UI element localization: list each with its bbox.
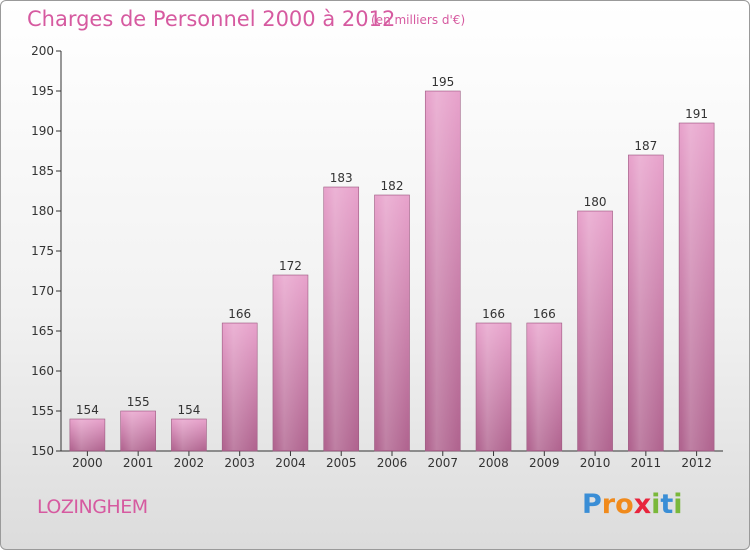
bar-shine-2008	[478, 324, 510, 450]
x-tick-label-2003: 2003	[224, 456, 255, 470]
bar-shine-2002	[173, 420, 205, 450]
y-tick-label: 165	[31, 324, 54, 338]
y-tick-label: 190	[31, 124, 54, 138]
x-tick-label-2010: 2010	[580, 456, 611, 470]
x-tick-label-2001: 2001	[123, 456, 154, 470]
value-label-2000: 154	[76, 403, 99, 417]
value-label-2010: 180	[584, 195, 607, 209]
x-tick-label-2008: 2008	[478, 456, 509, 470]
x-tick-label-2004: 2004	[275, 456, 306, 470]
x-tick-label-2005: 2005	[326, 456, 357, 470]
x-tick-label-2000: 2000	[72, 456, 103, 470]
bar-shine-2012	[681, 124, 713, 450]
value-label-2008: 166	[482, 307, 505, 321]
logo-letter: o	[615, 489, 634, 520]
value-label-2003: 166	[228, 307, 251, 321]
y-tick-label: 150	[31, 444, 54, 458]
bar-shine-2009	[528, 324, 560, 450]
x-tick-label-2012: 2012	[681, 456, 712, 470]
chart-subtitle: (en milliers d'€)	[371, 13, 466, 27]
y-tick-label: 170	[31, 284, 54, 298]
logo-letter: P	[582, 489, 602, 520]
logo-letter: t	[660, 489, 674, 520]
bar-shine-2001	[122, 412, 154, 450]
value-label-2009: 166	[533, 307, 556, 321]
y-tick-label: 195	[31, 84, 54, 98]
y-tick-label: 200	[31, 44, 54, 58]
y-tick-label: 180	[31, 204, 54, 218]
logo-letter: r	[601, 489, 616, 520]
bar-shine-2003	[224, 324, 256, 450]
bar-shine-2010	[579, 212, 611, 450]
value-label-2011: 187	[634, 139, 657, 153]
y-tick-label: 155	[31, 404, 54, 418]
x-tick-label-2006: 2006	[377, 456, 408, 470]
value-label-2002: 154	[177, 403, 200, 417]
bar-shine-2000	[71, 420, 103, 450]
bar-shine-2006	[376, 196, 408, 450]
proxiti-logo: Proxiti	[582, 489, 683, 520]
y-tick-label: 160	[31, 364, 54, 378]
bar-shine-2011	[630, 156, 662, 450]
logo-letter: i	[673, 489, 683, 520]
x-tick-label-2002: 2002	[174, 456, 205, 470]
y-tick-label: 175	[31, 244, 54, 258]
logo-letter: x	[633, 489, 652, 520]
bar-shine-2005	[325, 188, 357, 450]
x-tick-label-2009: 2009	[529, 456, 560, 470]
chart-title: Charges de Personnel 2000 à 2012	[27, 7, 396, 31]
bar-shine-2007	[427, 92, 459, 450]
x-tick-label-2007: 2007	[427, 456, 458, 470]
value-label-2005: 183	[330, 171, 353, 185]
value-label-2007: 195	[431, 75, 454, 89]
place-name: LOZINGHEM	[37, 496, 148, 518]
x-tick-label-2011: 2011	[631, 456, 662, 470]
value-label-2012: 191	[685, 107, 708, 121]
bar-shine-2004	[274, 276, 306, 450]
logo-letter: i	[651, 489, 661, 520]
y-tick-label: 185	[31, 164, 54, 178]
value-label-2004: 172	[279, 259, 302, 273]
value-label-2006: 182	[381, 179, 404, 193]
value-label-2001: 155	[127, 395, 150, 409]
